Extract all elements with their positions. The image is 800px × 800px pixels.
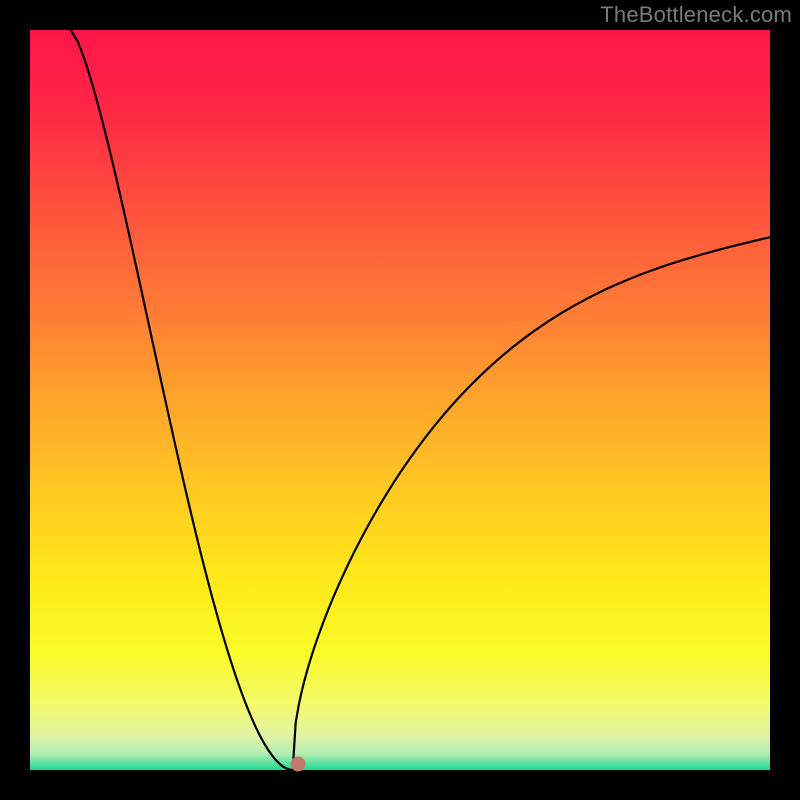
curve-path <box>71 30 770 770</box>
bottleneck-curve <box>30 30 770 770</box>
watermark-text: TheBottleneck.com <box>600 2 792 28</box>
optimum-marker <box>290 757 305 772</box>
plot-area <box>30 30 770 770</box>
chart-container: TheBottleneck.com <box>0 0 800 800</box>
